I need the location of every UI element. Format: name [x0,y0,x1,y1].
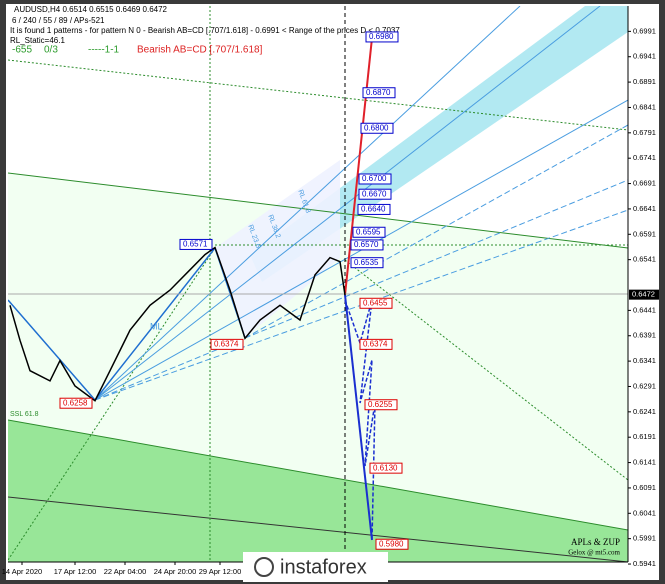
line-label: SSL 61.8 [10,411,39,418]
price-line [9,246,346,402]
y-tick-label: 0.6691 [633,179,656,188]
y-tick-label: 0.6591 [633,229,656,238]
level-label: 0.6870 [366,88,391,97]
projection [344,294,373,541]
watermark: instaforex [280,556,367,578]
x-tick-label: 24 Apr 20:00 [154,567,197,576]
annotation: RL_Static=46.1 [10,36,65,45]
status: Bearish AB=CD [.707/1.618] [137,45,263,56]
level-box [350,257,384,269]
level-label: 0.6800 [364,123,389,132]
level-box [362,87,396,99]
watermark-bg [243,552,388,582]
level-label: 0.6374 [214,339,239,348]
level-box [369,462,403,474]
annotation: It is found 1 patterns - for pattern N 0… [10,26,400,35]
y-tick-label: 0.6991 [633,26,656,35]
x-tick-label: 14 Apr 2020 [2,567,42,576]
y-tick-label: 0.6041 [633,508,656,517]
y-tick-label: 0.6241 [633,407,656,416]
y-tick-label: 0.5991 [633,534,656,543]
status: -655 [12,45,32,56]
level-box [358,188,392,200]
y-tick-label: 0.6191 [633,432,656,441]
level-label: 0.6570 [354,240,379,249]
level-box [179,238,213,250]
level-box [364,399,398,411]
level-label: 0.6258 [63,398,88,407]
level-box [365,31,399,43]
level-box [357,203,391,215]
level-label: 0.6980 [369,32,394,41]
watermark-box: instaforex [243,552,388,582]
y-tick-label: 0.6141 [633,458,656,467]
level-box [360,122,394,134]
y-tick-label: 0.6441 [633,305,656,314]
green-line [8,172,628,249]
zone [8,420,628,562]
y-tick-label: 0.6841 [633,102,656,111]
y-tick-label: 0.6341 [633,356,656,365]
y-tick-label: 0.6941 [633,52,656,61]
y-tick-label: 0.6741 [633,153,656,162]
credit: APLs & ZUP [571,537,620,547]
level-label: 0.6255 [368,400,393,409]
line-label: ML [150,321,163,331]
level-label: 0.6700 [362,174,387,183]
level-label: 0.6670 [362,189,387,198]
level-label: 0.6130 [373,463,398,472]
level-box [358,173,392,185]
status: 0/3 [44,45,58,56]
level-box [210,338,244,350]
level-label: 0.6455 [363,298,388,307]
level-box [350,239,384,251]
status: -----1-1 [88,45,120,56]
level-box [352,226,386,238]
zone [8,173,628,530]
fan-line [244,124,628,339]
y-tick-label: 0.6541 [633,255,656,264]
y-tick-label: 0.6641 [633,204,656,213]
level-label: 0.6374 [363,339,388,348]
logo [254,557,274,577]
x-tick-label: 22 Apr 04:00 [104,567,147,576]
credit: Gelox @ mt5.com [568,549,620,557]
fan-line [94,6,601,401]
y-tick-label: 0.6291 [633,381,656,390]
level-label: 0.6595 [356,227,381,236]
level-label: 0.6640 [361,205,386,214]
y-tick-label: 0.6391 [633,331,656,340]
level-box [359,338,393,350]
y-tick-label: 0.6891 [633,77,656,86]
price-tag [629,289,659,300]
price-tag-label: 0.6472 [632,290,655,299]
y-tick-label: 0.6791 [633,128,656,137]
level-box [59,397,93,409]
level-box [359,297,393,309]
y-tick-label: 0.6091 [633,483,656,492]
level-label: 0.6571 [183,240,208,249]
fan-line [94,6,521,401]
fan-line [94,179,628,401]
level-box [375,538,409,550]
projection [344,37,373,296]
black-line [8,496,628,562]
x-tick-label: 29 Apr 12:00 [199,567,242,576]
green-line [8,419,628,531]
background-zones [8,6,628,562]
dotted-line [8,247,216,561]
projection [344,299,376,541]
level-label: 0.5980 [379,539,404,548]
x-tick-label: 17 Apr 12:00 [54,567,97,576]
annotation: 6 / 240 / 55 / 89 / APs-521 [12,16,105,25]
level-label: 0.6535 [354,258,379,267]
y-tick-label: 0.5941 [633,559,656,568]
zigzag [94,247,216,401]
zigzag [8,299,96,401]
title: AUDUSD,H4 0.6514 0.6515 0.6469 0.6472 [14,5,168,14]
